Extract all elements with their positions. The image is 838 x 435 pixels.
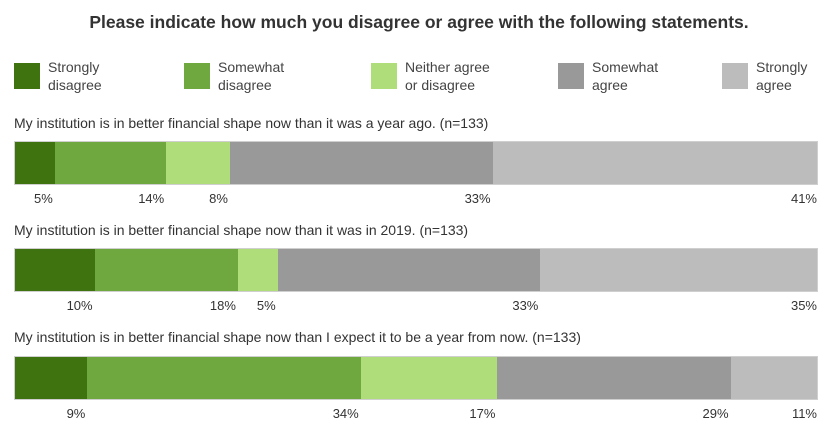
data-label: 17% [469,406,496,421]
bar-segment [277,249,541,291]
bar-segment [166,142,230,184]
bar-segment [540,249,817,291]
stacked-bar [14,248,818,292]
legend-swatch [184,63,210,89]
data-label: 10% [66,298,93,313]
data-label: 5% [34,191,53,206]
legend-label: Somewhat agree [592,59,659,93]
bar-segment [730,357,817,399]
data-label: 5% [256,298,276,313]
data-label: 18% [209,298,236,313]
bar-segment [15,357,88,399]
bar-segment [15,249,95,291]
question-label: My institution is in better financial sh… [14,329,581,345]
legend-swatch [722,63,748,89]
stacked-bar [14,356,818,400]
legend-label: Strongly disagree [48,59,102,93]
legend-swatch [558,63,584,89]
stacked-bar [14,141,818,185]
data-label: 14% [138,191,165,206]
bar-segment [15,142,55,184]
data-label: 33% [464,191,491,206]
legend-label: Neither agree or disagree [405,59,490,93]
bar-segment [54,142,167,184]
legend-swatch [14,63,40,89]
data-label: 29% [702,406,729,421]
data-label: 35% [790,298,817,313]
bar-segment [229,142,493,184]
data-label: 11% [791,406,817,421]
legend-swatch [371,63,397,89]
bar-segment [87,357,361,399]
legend-label: Strongly agree [756,59,808,93]
bar-segment [94,249,238,291]
data-label: 41% [790,191,817,206]
question-label: My institution is in better financial sh… [14,222,469,238]
bar-segment [360,357,498,399]
chart-title: Please indicate how much you disagree or… [89,12,749,32]
data-label: 9% [66,406,86,421]
question-label: My institution is in better financial sh… [14,115,489,131]
data-label: 34% [332,406,359,421]
legend-label: Somewhat disagree [218,59,285,93]
legend: Strongly disagree Somewhat disagree Neit… [0,58,838,98]
data-label: 8% [209,191,228,206]
data-label: 33% [512,298,539,313]
bar-segment [497,357,731,399]
bar-segment [237,249,278,291]
bar-segment [492,142,817,184]
